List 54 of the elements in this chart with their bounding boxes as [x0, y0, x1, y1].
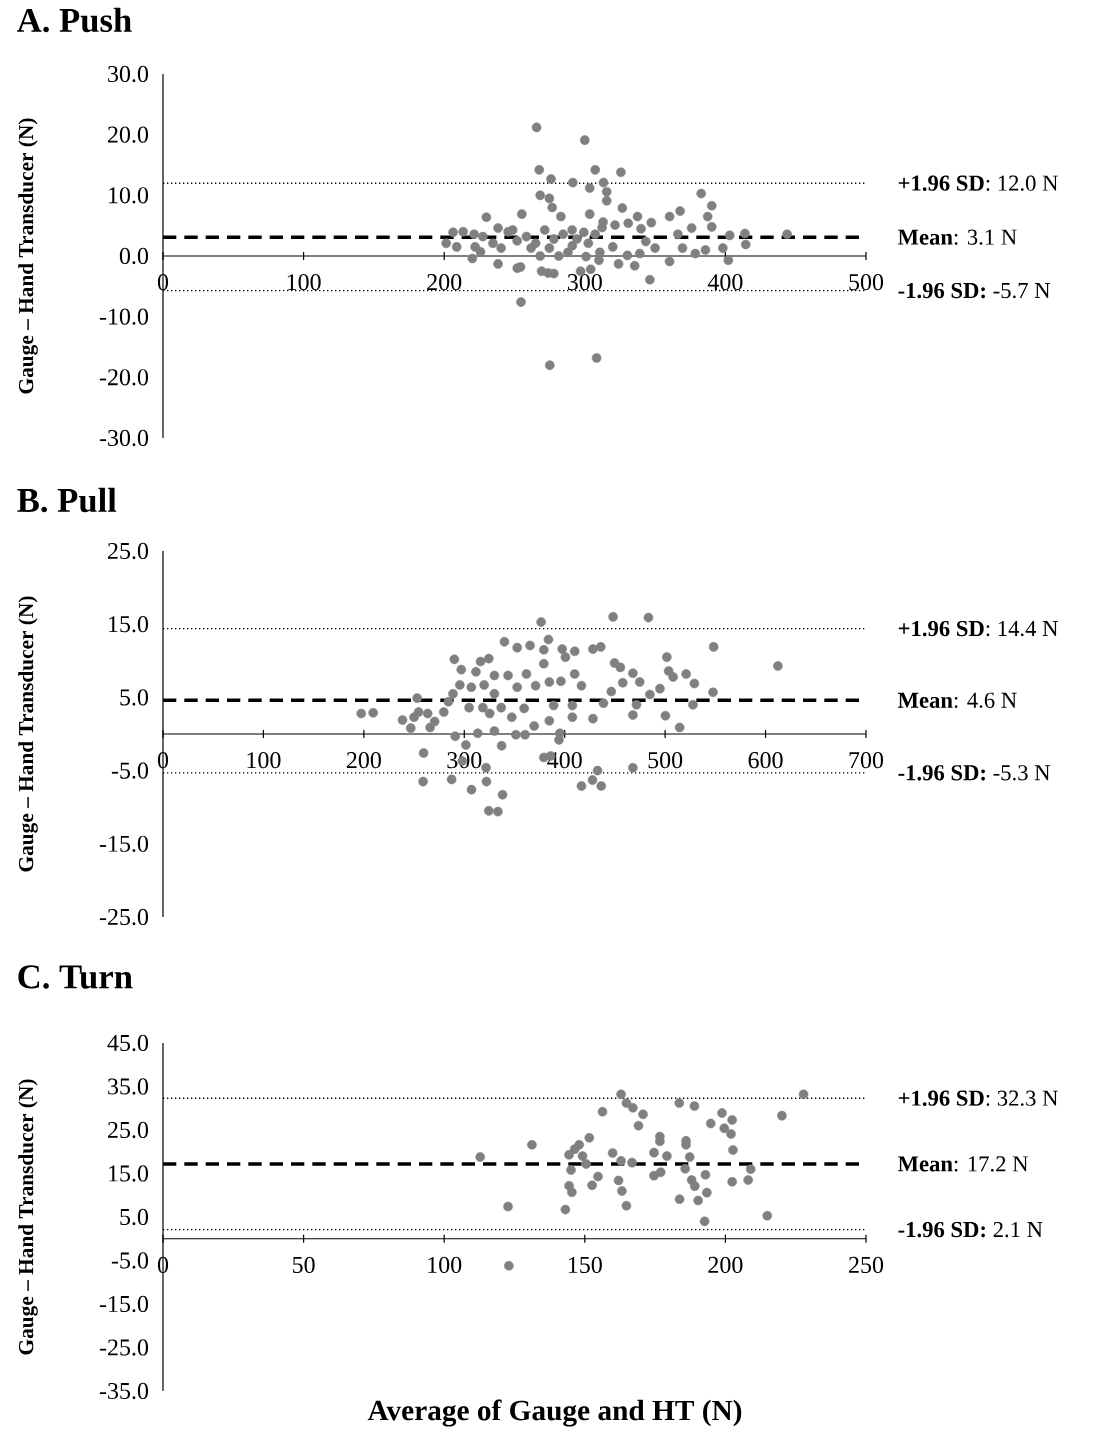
- x-tick-label: 200: [346, 752, 381, 769]
- x-tick-label: 50: [293, 1256, 315, 1273]
- y-tick-label: -30.0: [99, 429, 149, 447]
- ref-line-label: +1.96 SD: 12.0 N: [898, 175, 1058, 191]
- chart-title: C. Turn: [18, 965, 133, 989]
- ref-line-label: +1.96 SD: 14.4 N: [898, 620, 1058, 637]
- y-tick-label: -25.0: [99, 1339, 149, 1356]
- ref-line-label: -1.96 SD: -5.3 N: [898, 765, 1051, 781]
- ref-line-label: Mean: 17.2 N: [897, 1156, 1029, 1172]
- y-tick-label: -20.0: [99, 369, 149, 386]
- y-tick-label: 45.0: [107, 1034, 149, 1052]
- x-tick-label: 500: [849, 274, 884, 291]
- y-tick-label: 5.0: [120, 689, 149, 706]
- y-tick-label: 25.0: [108, 1121, 149, 1139]
- x-tick-label: 250: [849, 1256, 884, 1273]
- y-tick-label: 10.0: [109, 187, 149, 204]
- y-tick-label: 30.0: [108, 65, 149, 83]
- ref-line-label: Mean: 4.6 N: [897, 692, 1017, 708]
- x-tick-label: 200: [708, 1256, 743, 1273]
- ref-line-label: +1.96 SD: 32.3 N: [898, 1090, 1058, 1106]
- x-tick-label: 500: [648, 752, 683, 769]
- x-tick-label: 700: [849, 752, 884, 769]
- y-tick-label: 5.0: [120, 1208, 149, 1226]
- y-axis-title: Gauge – Hand Transducer (N): [18, 118, 38, 394]
- y-axis-title: Gauge – Hand Transducer (N): [18, 1079, 38, 1355]
- x-tick-label: 100: [287, 274, 321, 291]
- y-tick-label: 15.0: [109, 616, 149, 633]
- x-tick-label: 150: [568, 1256, 602, 1273]
- x-tick-label: 400: [547, 752, 582, 769]
- chart-title: B. Pull: [17, 487, 117, 513]
- y-tick-label: -10.0: [99, 308, 149, 325]
- x-tick-label: 200: [427, 274, 462, 291]
- y-tick-label: -5.0: [111, 1252, 149, 1269]
- x-tick-label: 400: [707, 274, 743, 291]
- y-tick-label: -15.0: [99, 835, 149, 852]
- x-tick-label: 100: [247, 752, 281, 769]
- x-tick-label: 300: [567, 274, 602, 291]
- y-tick-label: -35.0: [99, 1382, 149, 1400]
- y-tick-label: 35.0: [108, 1078, 149, 1095]
- y-tick-label: 0.0: [119, 247, 149, 265]
- y-axis-title: Gauge – Hand Transducer (N): [18, 596, 38, 872]
- y-tick-label: -25.0: [99, 908, 149, 926]
- ref-line-label: Mean: 3.1 N: [897, 229, 1017, 245]
- x-tick-label: 600: [748, 752, 783, 769]
- y-tick-label: -5.0: [111, 762, 149, 779]
- y-tick-label: 25.0: [108, 542, 149, 560]
- chart-title: A. Push: [17, 7, 132, 33]
- x-axis-title: Average of Gauge and HT (N): [367, 1399, 742, 1427]
- ref-line-label: -1.96 SD: -5.7 N: [898, 282, 1051, 299]
- ref-line-label: -1.96 SD: 2.1 N: [898, 1221, 1043, 1238]
- y-tick-label: -15.0: [99, 1295, 149, 1313]
- y-tick-label: 20.0: [108, 126, 149, 143]
- x-tick-label: 100: [428, 1256, 462, 1273]
- y-tick-label: 15.0: [109, 1165, 149, 1182]
